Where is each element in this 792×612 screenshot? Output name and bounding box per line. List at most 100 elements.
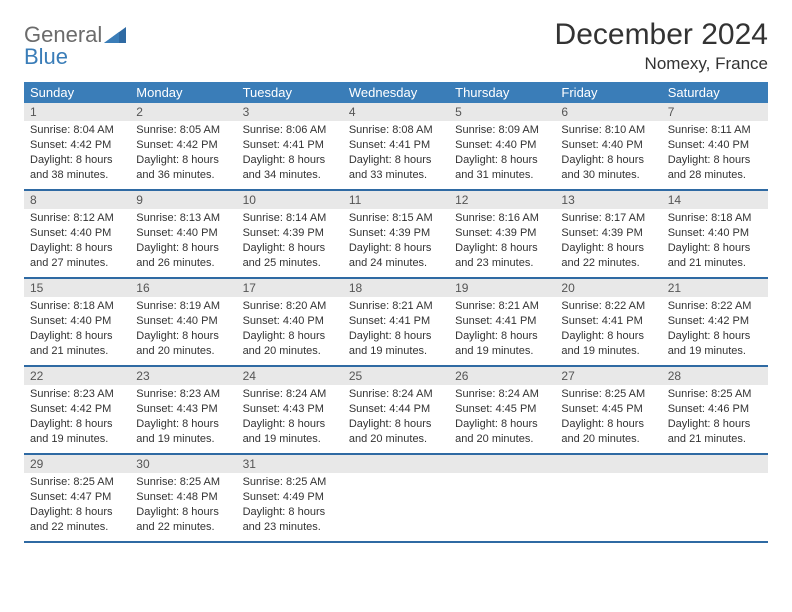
day-body: Sunrise: 8:16 AMSunset: 4:39 PMDaylight:… [449,209,555,274]
daylight-text: Daylight: 8 hours and 20 minutes. [349,417,443,447]
day-cell: 26Sunrise: 8:24 AMSunset: 4:45 PMDayligh… [449,367,555,453]
day-number: 26 [449,367,555,385]
day-number: 30 [130,455,236,473]
day-body: Sunrise: 8:19 AMSunset: 4:40 PMDaylight:… [130,297,236,362]
dow-saturday: Saturday [662,82,768,103]
day-cell: 12Sunrise: 8:16 AMSunset: 4:39 PMDayligh… [449,191,555,277]
dow-tuesday: Tuesday [237,82,343,103]
dow-monday: Monday [130,82,236,103]
calendar-page: General December 2024 Nomexy, France Blu… [0,0,792,561]
daylight-text: Daylight: 8 hours and 20 minutes. [136,329,230,359]
day-number: 23 [130,367,236,385]
daylight-text: Daylight: 8 hours and 21 minutes. [30,329,124,359]
daylight-text: Daylight: 8 hours and 19 minutes. [561,329,655,359]
sunrise-text: Sunrise: 8:23 AM [30,387,124,402]
sunrise-text: Sunrise: 8:18 AM [30,299,124,314]
day-number: 5 [449,103,555,121]
sunset-text: Sunset: 4:44 PM [349,402,443,417]
daylight-text: Daylight: 8 hours and 25 minutes. [243,241,337,271]
day-cell: 27Sunrise: 8:25 AMSunset: 4:45 PMDayligh… [555,367,661,453]
daylight-text: Daylight: 8 hours and 21 minutes. [668,241,762,271]
day-cell: 11Sunrise: 8:15 AMSunset: 4:39 PMDayligh… [343,191,449,277]
day-number: 15 [24,279,130,297]
day-body: Sunrise: 8:22 AMSunset: 4:42 PMDaylight:… [662,297,768,362]
day-body: Sunrise: 8:25 AMSunset: 4:47 PMDaylight:… [24,473,130,538]
days-of-week-header: Sunday Monday Tuesday Wednesday Thursday… [24,82,768,103]
sunrise-text: Sunrise: 8:23 AM [136,387,230,402]
day-body: Sunrise: 8:15 AMSunset: 4:39 PMDaylight:… [343,209,449,274]
sunrise-text: Sunrise: 8:22 AM [668,299,762,314]
sunrise-text: Sunrise: 8:09 AM [455,123,549,138]
sunrise-text: Sunrise: 8:16 AM [455,211,549,226]
sunrise-text: Sunrise: 8:12 AM [30,211,124,226]
sunset-text: Sunset: 4:39 PM [243,226,337,241]
day-number: 16 [130,279,236,297]
day-number: 11 [343,191,449,209]
day-body: Sunrise: 8:10 AMSunset: 4:40 PMDaylight:… [555,121,661,186]
day-number: 2 [130,103,236,121]
day-cell: 4Sunrise: 8:08 AMSunset: 4:41 PMDaylight… [343,103,449,189]
sunrise-text: Sunrise: 8:24 AM [349,387,443,402]
title-block: December 2024 Nomexy, France [555,18,768,74]
header-row: General December 2024 Nomexy, France [24,18,768,74]
week-row: 29Sunrise: 8:25 AMSunset: 4:47 PMDayligh… [24,455,768,543]
sunset-text: Sunset: 4:41 PM [561,314,655,329]
day-cell: 6Sunrise: 8:10 AMSunset: 4:40 PMDaylight… [555,103,661,189]
daylight-text: Daylight: 8 hours and 19 minutes. [30,417,124,447]
sunset-text: Sunset: 4:43 PM [136,402,230,417]
day-number: 8 [24,191,130,209]
day-body: Sunrise: 8:24 AMSunset: 4:44 PMDaylight:… [343,385,449,450]
day-number: 13 [555,191,661,209]
sunset-text: Sunset: 4:40 PM [243,314,337,329]
day-cell: 23 Sunrise: 8:23 AMSunset: 4:43 PMDayligh… [130,367,236,453]
day-cell: 10Sunrise: 8:14 AMSunset: 4:39 PMDayligh… [237,191,343,277]
day-cell [343,455,449,541]
sunrise-text: Sunrise: 8:13 AM [136,211,230,226]
dow-friday: Friday [555,82,661,103]
daylight-text: Daylight: 8 hours and 28 minutes. [668,153,762,183]
day-cell: 2Sunrise: 8:05 AMSunset: 4:42 PMDaylight… [130,103,236,189]
month-title: December 2024 [555,18,768,52]
day-body: Sunrise: 8:21 AMSunset: 4:41 PMDaylight:… [449,297,555,362]
day-number: 1 [24,103,130,121]
day-number: 9 [130,191,236,209]
day-body [449,473,555,533]
sunset-text: Sunset: 4:42 PM [30,138,124,153]
sunrise-text: Sunrise: 8:10 AM [561,123,655,138]
daylight-text: Daylight: 8 hours and 22 minutes. [30,505,124,535]
day-number: 3 [237,103,343,121]
day-number: 17 [237,279,343,297]
day-body: Sunrise: 8:23 AMSunset: 4:42 PMDaylight:… [24,385,130,450]
sunrise-text: Sunrise: 8:22 AM [561,299,655,314]
day-number: 21 [662,279,768,297]
day-number: 28 [662,367,768,385]
sunset-text: Sunset: 4:40 PM [30,314,124,329]
sunset-text: Sunset: 4:41 PM [349,138,443,153]
sunrise-text: Sunrise: 8:05 AM [136,123,230,138]
sunset-text: Sunset: 4:39 PM [455,226,549,241]
day-cell: 19Sunrise: 8:21 AMSunset: 4:41 PMDayligh… [449,279,555,365]
day-number [662,455,768,473]
day-cell: 8Sunrise: 8:12 AMSunset: 4:40 PMDaylight… [24,191,130,277]
sunrise-text: Sunrise: 8:18 AM [668,211,762,226]
sunset-text: Sunset: 4:39 PM [561,226,655,241]
day-cell: 25Sunrise: 8:24 AMSunset: 4:44 PMDayligh… [343,367,449,453]
day-number: 14 [662,191,768,209]
day-body: Sunrise: 8:06 AMSunset: 4:41 PMDaylight:… [237,121,343,186]
sunrise-text: Sunrise: 8:24 AM [243,387,337,402]
day-number: 22 [24,367,130,385]
day-body: Sunrise: 8:22 AMSunset: 4:41 PMDaylight:… [555,297,661,362]
daylight-text: Daylight: 8 hours and 19 minutes. [136,417,230,447]
day-number: 7 [662,103,768,121]
sunset-text: Sunset: 4:41 PM [455,314,549,329]
sunset-text: Sunset: 4:40 PM [30,226,124,241]
daylight-text: Daylight: 8 hours and 34 minutes. [243,153,337,183]
day-cell: 21Sunrise: 8:22 AMSunset: 4:42 PMDayligh… [662,279,768,365]
sunset-text: Sunset: 4:49 PM [243,490,337,505]
day-body: Sunrise: 8:21 AMSunset: 4:41 PMDaylight:… [343,297,449,362]
sunset-text: Sunset: 4:42 PM [668,314,762,329]
day-body: Sunrise: 8:11 AMSunset: 4:40 PMDaylight:… [662,121,768,186]
logo-triangle-icon [104,27,126,43]
day-cell: 13Sunrise: 8:17 AMSunset: 4:39 PMDayligh… [555,191,661,277]
week-row: 22Sunrise: 8:23 AMSunset: 4:42 PMDayligh… [24,367,768,455]
